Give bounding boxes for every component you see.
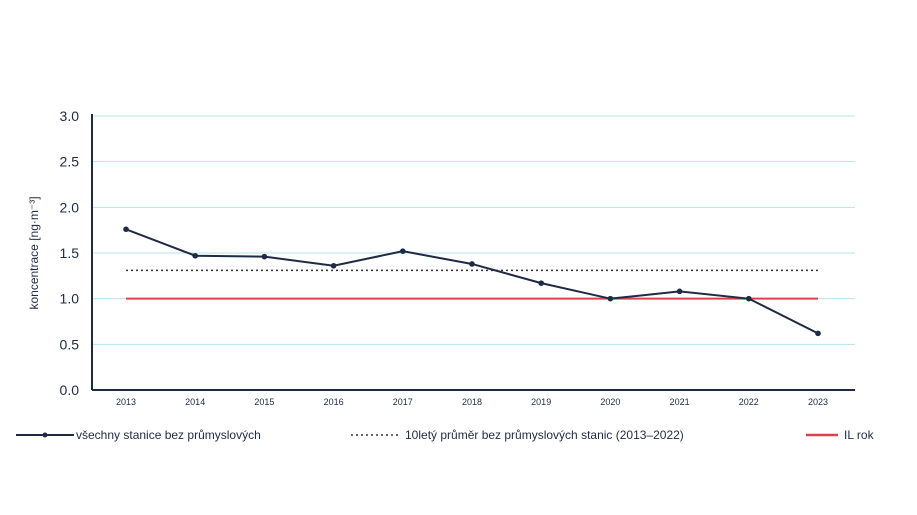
- legend-item-il-rok: IL rok: [804, 424, 874, 446]
- series-line-0: [125, 228, 819, 335]
- data-point: [676, 288, 683, 295]
- y-tick-label: 2.0: [60, 199, 80, 215]
- y-tick-label: 0.0: [60, 382, 80, 398]
- legend-swatch-all-stations: [16, 432, 74, 438]
- data-point: [746, 295, 752, 302]
- y-tick-label: 1.0: [60, 291, 80, 307]
- legend-item-all-stations: všechny stanice bez průmyslových: [14, 424, 261, 446]
- y-tick-label: 0.5: [60, 336, 80, 352]
- y-tick-label: 3.0: [60, 108, 80, 124]
- x-tick-label: 2021: [670, 397, 690, 407]
- data-point: [330, 262, 337, 269]
- legend: všechny stanice bez průmyslových 10letý …: [14, 424, 904, 446]
- legend-label-ten-year-average: 10letý průměr bez průmyslových stanic (2…: [405, 428, 684, 442]
- legend-item-ten-year-average: 10letý průměr bez průmyslových stanic (2…: [349, 424, 684, 446]
- x-tick-label: 2016: [324, 397, 344, 407]
- data-point: [815, 330, 821, 337]
- x-tick-label: 2023: [808, 397, 828, 407]
- x-tick-label: 2014: [185, 397, 205, 407]
- data-point: [607, 295, 614, 302]
- x-tick-label: 2017: [393, 397, 413, 407]
- x-tick-label: 2015: [254, 397, 274, 407]
- data-point: [192, 252, 198, 259]
- legend-label-all-stations: všechny stanice bez průmyslových: [76, 428, 261, 442]
- y-tick-label: 2.5: [60, 154, 80, 170]
- data-point: [123, 226, 129, 233]
- x-tick-label: 2020: [600, 397, 620, 407]
- legend-swatch-il-rok: [806, 433, 838, 437]
- legend-swatch-ten-year-average: [351, 434, 401, 436]
- x-tick-label: 2022: [739, 397, 759, 407]
- data-point: [469, 261, 475, 267]
- x-tick-label: 2013: [116, 397, 136, 407]
- y-axis-label: koncentrace [ng·m⁻³]: [27, 196, 41, 309]
- x-tick-label: 2019: [531, 397, 551, 407]
- data-point: [261, 253, 268, 260]
- x-tick-label: 2018: [462, 397, 482, 407]
- data-point: [400, 248, 406, 254]
- data-point: [538, 280, 544, 286]
- y-tick-label: 1.5: [60, 245, 80, 261]
- legend-label-il-rok: IL rok: [844, 428, 874, 442]
